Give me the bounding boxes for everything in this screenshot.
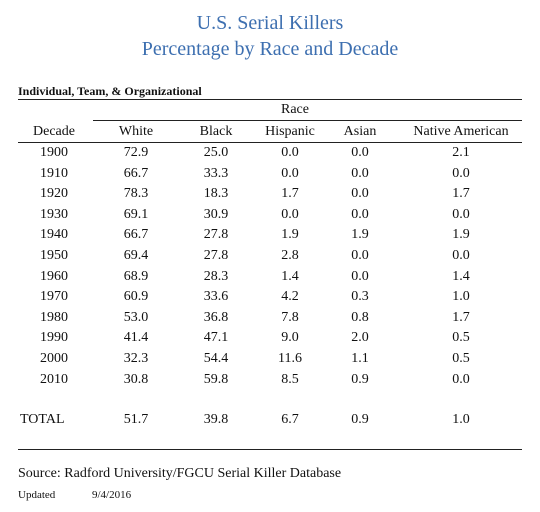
total-native-american: 1.0 [452,412,470,427]
cell-white: 32.3 [123,351,149,366]
cell-hispanic: 2.8 [281,248,299,263]
cell-decade: 1950 [40,248,68,263]
table-subtitle: Individual, Team, & Organizational [18,84,202,98]
cell-native-american: 1.7 [452,186,470,202]
cell-decade: 1990 [40,330,68,346]
cell-black: 28.3 [203,268,229,284]
cell-white: 66.7 [123,165,149,181]
cell-black: 18.3 [203,186,229,202]
cell-decade: 1910 [40,165,68,181]
total-hispanic: 6.7 [281,412,299,427]
cell-asian: 1.1 [351,351,369,366]
cell-decade: 1970 [40,289,68,305]
cell-white: 78.3 [123,186,149,202]
cell-asian: 0.0 [351,186,369,202]
cell-black: 33.3 [203,165,229,181]
cell-decade: 2000 [40,351,68,366]
cell-white: 72.9 [123,145,149,160]
total-white: 51.7 [123,412,149,427]
cell-decade: 1940 [40,227,68,243]
source-note: Source: Radford University/FGCU Serial K… [18,466,342,481]
cell-native-american: 1.7 [452,309,470,325]
header-bottom-rule [18,142,522,143]
cell-asian: 0.3 [351,289,369,305]
cell-decade: 1900 [40,145,68,160]
page-subtitle: Percentage by Race and Decade [141,38,399,60]
cell-hispanic: 11.6 [278,351,302,366]
column-header-hispanic: Hispanic [265,124,315,139]
cell-black: 59.8 [203,371,229,387]
cell-asian: 0.0 [351,165,369,181]
cell-black: 33.6 [203,289,229,305]
cell-hispanic: 4.2 [281,289,299,305]
cell-native-american: 0.5 [452,330,470,346]
column-header-black: Black [199,124,233,139]
cell-decade: 1980 [40,309,68,325]
cell-asian: 0.0 [351,206,369,222]
cell-white: 69.4 [123,248,149,263]
cell-native-american: 0.5 [452,351,470,366]
cell-white: 53.0 [123,309,149,325]
cell-asian: 0.0 [351,248,369,263]
total-asian: 0.9 [351,412,369,427]
cell-hispanic: 1.7 [281,186,299,202]
cell-native-american: 2.1 [452,145,470,160]
cell-asian: 0.8 [351,309,369,325]
cell-white: 69.1 [123,206,149,222]
cell-white: 60.9 [123,289,149,305]
cell-hispanic: 1.4 [281,268,299,284]
cell-native-american: 0.0 [452,371,470,387]
cell-native-american: 1.4 [452,268,470,284]
cell-decade: 1960 [40,268,68,284]
cell-black: 27.8 [203,227,229,243]
updated-label: Updated [18,489,56,501]
updated-date: 9/4/2016 [92,489,132,501]
column-header-native-american: Native American [413,124,509,139]
race-group-rule [93,120,522,121]
table-bottom-rule [18,449,522,450]
cell-hispanic: 0.0 [281,145,299,160]
cell-hispanic: 9.0 [281,330,299,346]
cell-black: 47.1 [203,330,229,346]
cell-white: 68.9 [123,268,149,284]
cell-hispanic: 7.8 [281,309,299,325]
total-black: 39.8 [203,412,229,427]
page-title: U.S. Serial Killers [196,12,344,34]
cell-hispanic: 1.9 [281,227,299,243]
column-header-decade: Decade [33,124,75,139]
cell-decade: 1920 [40,186,68,202]
cell-black: 30.9 [203,206,229,222]
cell-black: 36.8 [203,309,229,325]
cell-asian: 2.0 [351,330,369,346]
cell-native-american: 0.0 [452,165,470,181]
cell-decade: 1930 [40,206,68,222]
cell-asian: 0.9 [351,371,369,387]
cell-hispanic: 8.5 [281,371,299,387]
column-header-white: White [118,124,154,139]
cell-black: 25.0 [203,145,229,160]
cell-white: 41.4 [123,330,149,346]
cell-hispanic: 0.0 [281,206,299,222]
cell-white: 30.8 [123,371,149,387]
cell-native-american: 0.0 [452,206,470,222]
cell-asian: 0.0 [351,268,369,284]
cell-asian: 1.9 [351,227,369,243]
column-header-asian: Asian [343,124,377,139]
total-decade: TOTAL [20,412,65,427]
race-group-header: Race [281,102,309,117]
cell-asian: 0.0 [351,145,369,160]
cell-native-american: 0.0 [452,248,470,263]
cell-black: 27.8 [203,248,229,263]
cell-native-american: 1.9 [452,227,470,243]
cell-hispanic: 0.0 [281,165,299,181]
cell-black: 54.4 [203,351,229,366]
cell-decade: 2010 [40,371,68,387]
cell-white: 66.7 [123,227,149,243]
cell-native-american: 1.0 [452,289,470,305]
table-top-rule [18,99,522,100]
